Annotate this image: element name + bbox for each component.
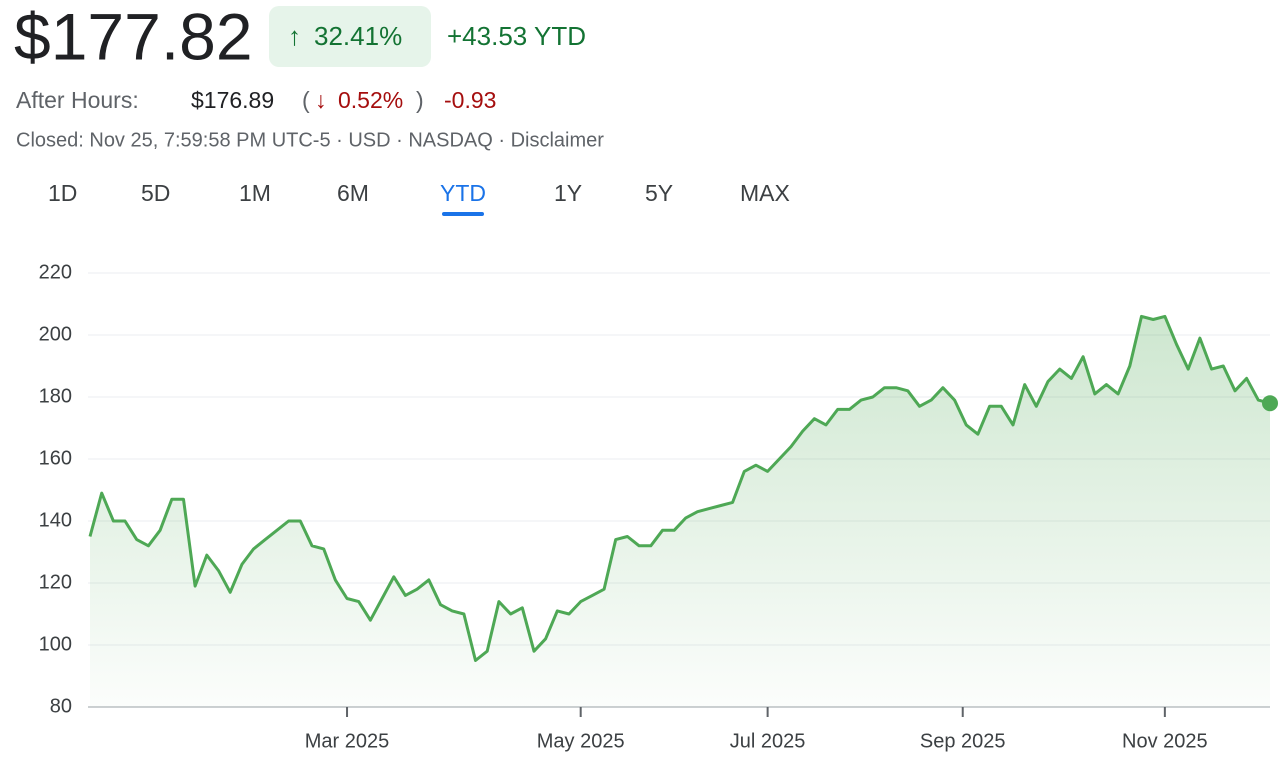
x-tick-label: Sep 2025: [920, 730, 1006, 752]
range-tab[interactable]: 1D: [48, 180, 77, 206]
y-tick-label: 180: [39, 385, 72, 407]
change-abs: +43.53 YTD: [447, 21, 586, 51]
range-tab[interactable]: MAX: [740, 180, 790, 206]
range-tab[interactable]: 1Y: [554, 180, 582, 206]
price: $177.82: [14, 0, 253, 73]
y-tick-label: 80: [50, 695, 72, 717]
after-hours-label: After Hours:: [16, 87, 139, 113]
change-pct: 32.41%: [314, 21, 402, 51]
x-tick-label: Jul 2025: [730, 730, 806, 752]
range-tab[interactable]: 1M: [239, 180, 271, 206]
range-tab[interactable]: 6M: [337, 180, 369, 206]
range-tab[interactable]: YTD: [440, 180, 486, 206]
price-line: [88, 314, 1271, 662]
y-tick-label: 220: [39, 261, 72, 283]
area-fill: [90, 316, 1270, 707]
range-tab[interactable]: 5Y: [645, 180, 673, 206]
y-tick-label: 100: [39, 633, 72, 655]
after-pct: 0.52%: [338, 87, 403, 113]
last-point: [1262, 395, 1278, 412]
x-tick-label: Mar 2025: [305, 730, 390, 752]
x-tick-label: May 2025: [537, 730, 625, 752]
after-abs: -0.93: [444, 87, 496, 113]
range-tab[interactable]: 5D: [141, 180, 170, 206]
y-tick-label: 120: [39, 571, 72, 593]
status: Closed: Nov 25, 7:59:58 PM UTC-5 · USD ·…: [16, 129, 604, 151]
paren: ): [416, 87, 424, 113]
paren: (: [302, 87, 310, 113]
after-price: $176.89: [191, 87, 274, 113]
tab-underline: [442, 212, 484, 216]
y-tick-label: 140: [39, 509, 72, 531]
y-tick-label: 160: [39, 447, 72, 469]
down-arrow: ↓: [315, 87, 327, 113]
up-arrow: ↑: [288, 21, 301, 51]
y-tick-label: 200: [39, 323, 72, 345]
x-tick-label: Nov 2025: [1122, 730, 1208, 752]
change-pill: [269, 6, 431, 67]
